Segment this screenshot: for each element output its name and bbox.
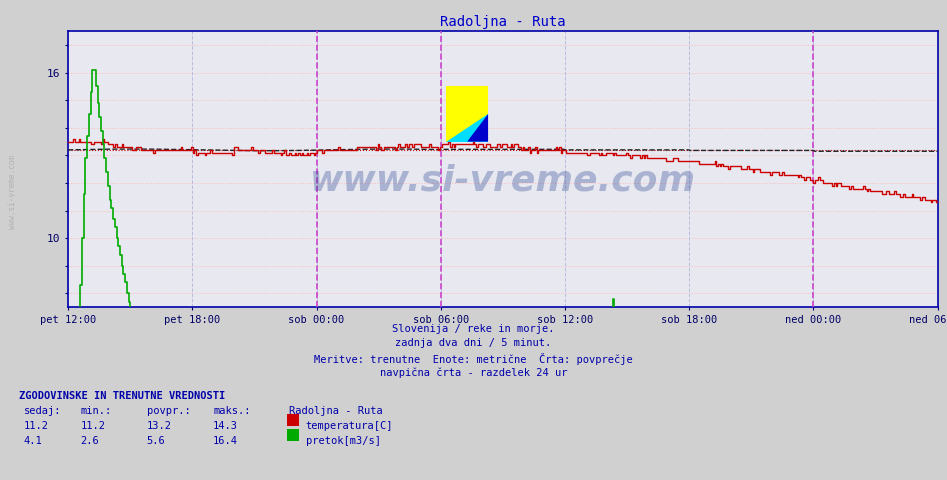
Text: sedaj:: sedaj: [24,406,62,416]
Text: 2.6: 2.6 [80,436,99,446]
Text: 13.2: 13.2 [147,421,171,431]
Text: pretok[m3/s]: pretok[m3/s] [306,436,381,446]
Text: 16.4: 16.4 [213,436,238,446]
Text: zadnja dva dni / 5 minut.: zadnja dva dni / 5 minut. [396,338,551,348]
Polygon shape [446,114,488,142]
Text: 11.2: 11.2 [80,421,105,431]
Polygon shape [467,114,488,142]
Text: 14.3: 14.3 [213,421,238,431]
Text: 11.2: 11.2 [24,421,48,431]
Text: temperatura[C]: temperatura[C] [306,421,393,431]
Text: Radoljna - Ruta: Radoljna - Ruta [289,406,383,416]
Bar [446,86,488,142]
Text: maks.:: maks.: [213,406,251,416]
Text: www.si-vreme.com: www.si-vreme.com [310,163,696,197]
Text: ZGODOVINSKE IN TRENUTNE VREDNOSTI: ZGODOVINSKE IN TRENUTNE VREDNOSTI [19,391,225,401]
Title: Radoljna - Ruta: Radoljna - Ruta [440,15,565,29]
Text: Meritve: trenutne  Enote: metrične  Črta: povprečje: Meritve: trenutne Enote: metrične Črta: … [314,353,633,365]
Text: min.:: min.: [80,406,112,416]
Text: navpična črta - razdelek 24 ur: navpična črta - razdelek 24 ur [380,367,567,378]
Text: 4.1: 4.1 [24,436,43,446]
Text: 5.6: 5.6 [147,436,166,446]
Text: Slovenija / reke in morje.: Slovenija / reke in morje. [392,324,555,334]
Text: www.si-vreme.com: www.si-vreme.com [8,155,17,229]
Text: povpr.:: povpr.: [147,406,190,416]
